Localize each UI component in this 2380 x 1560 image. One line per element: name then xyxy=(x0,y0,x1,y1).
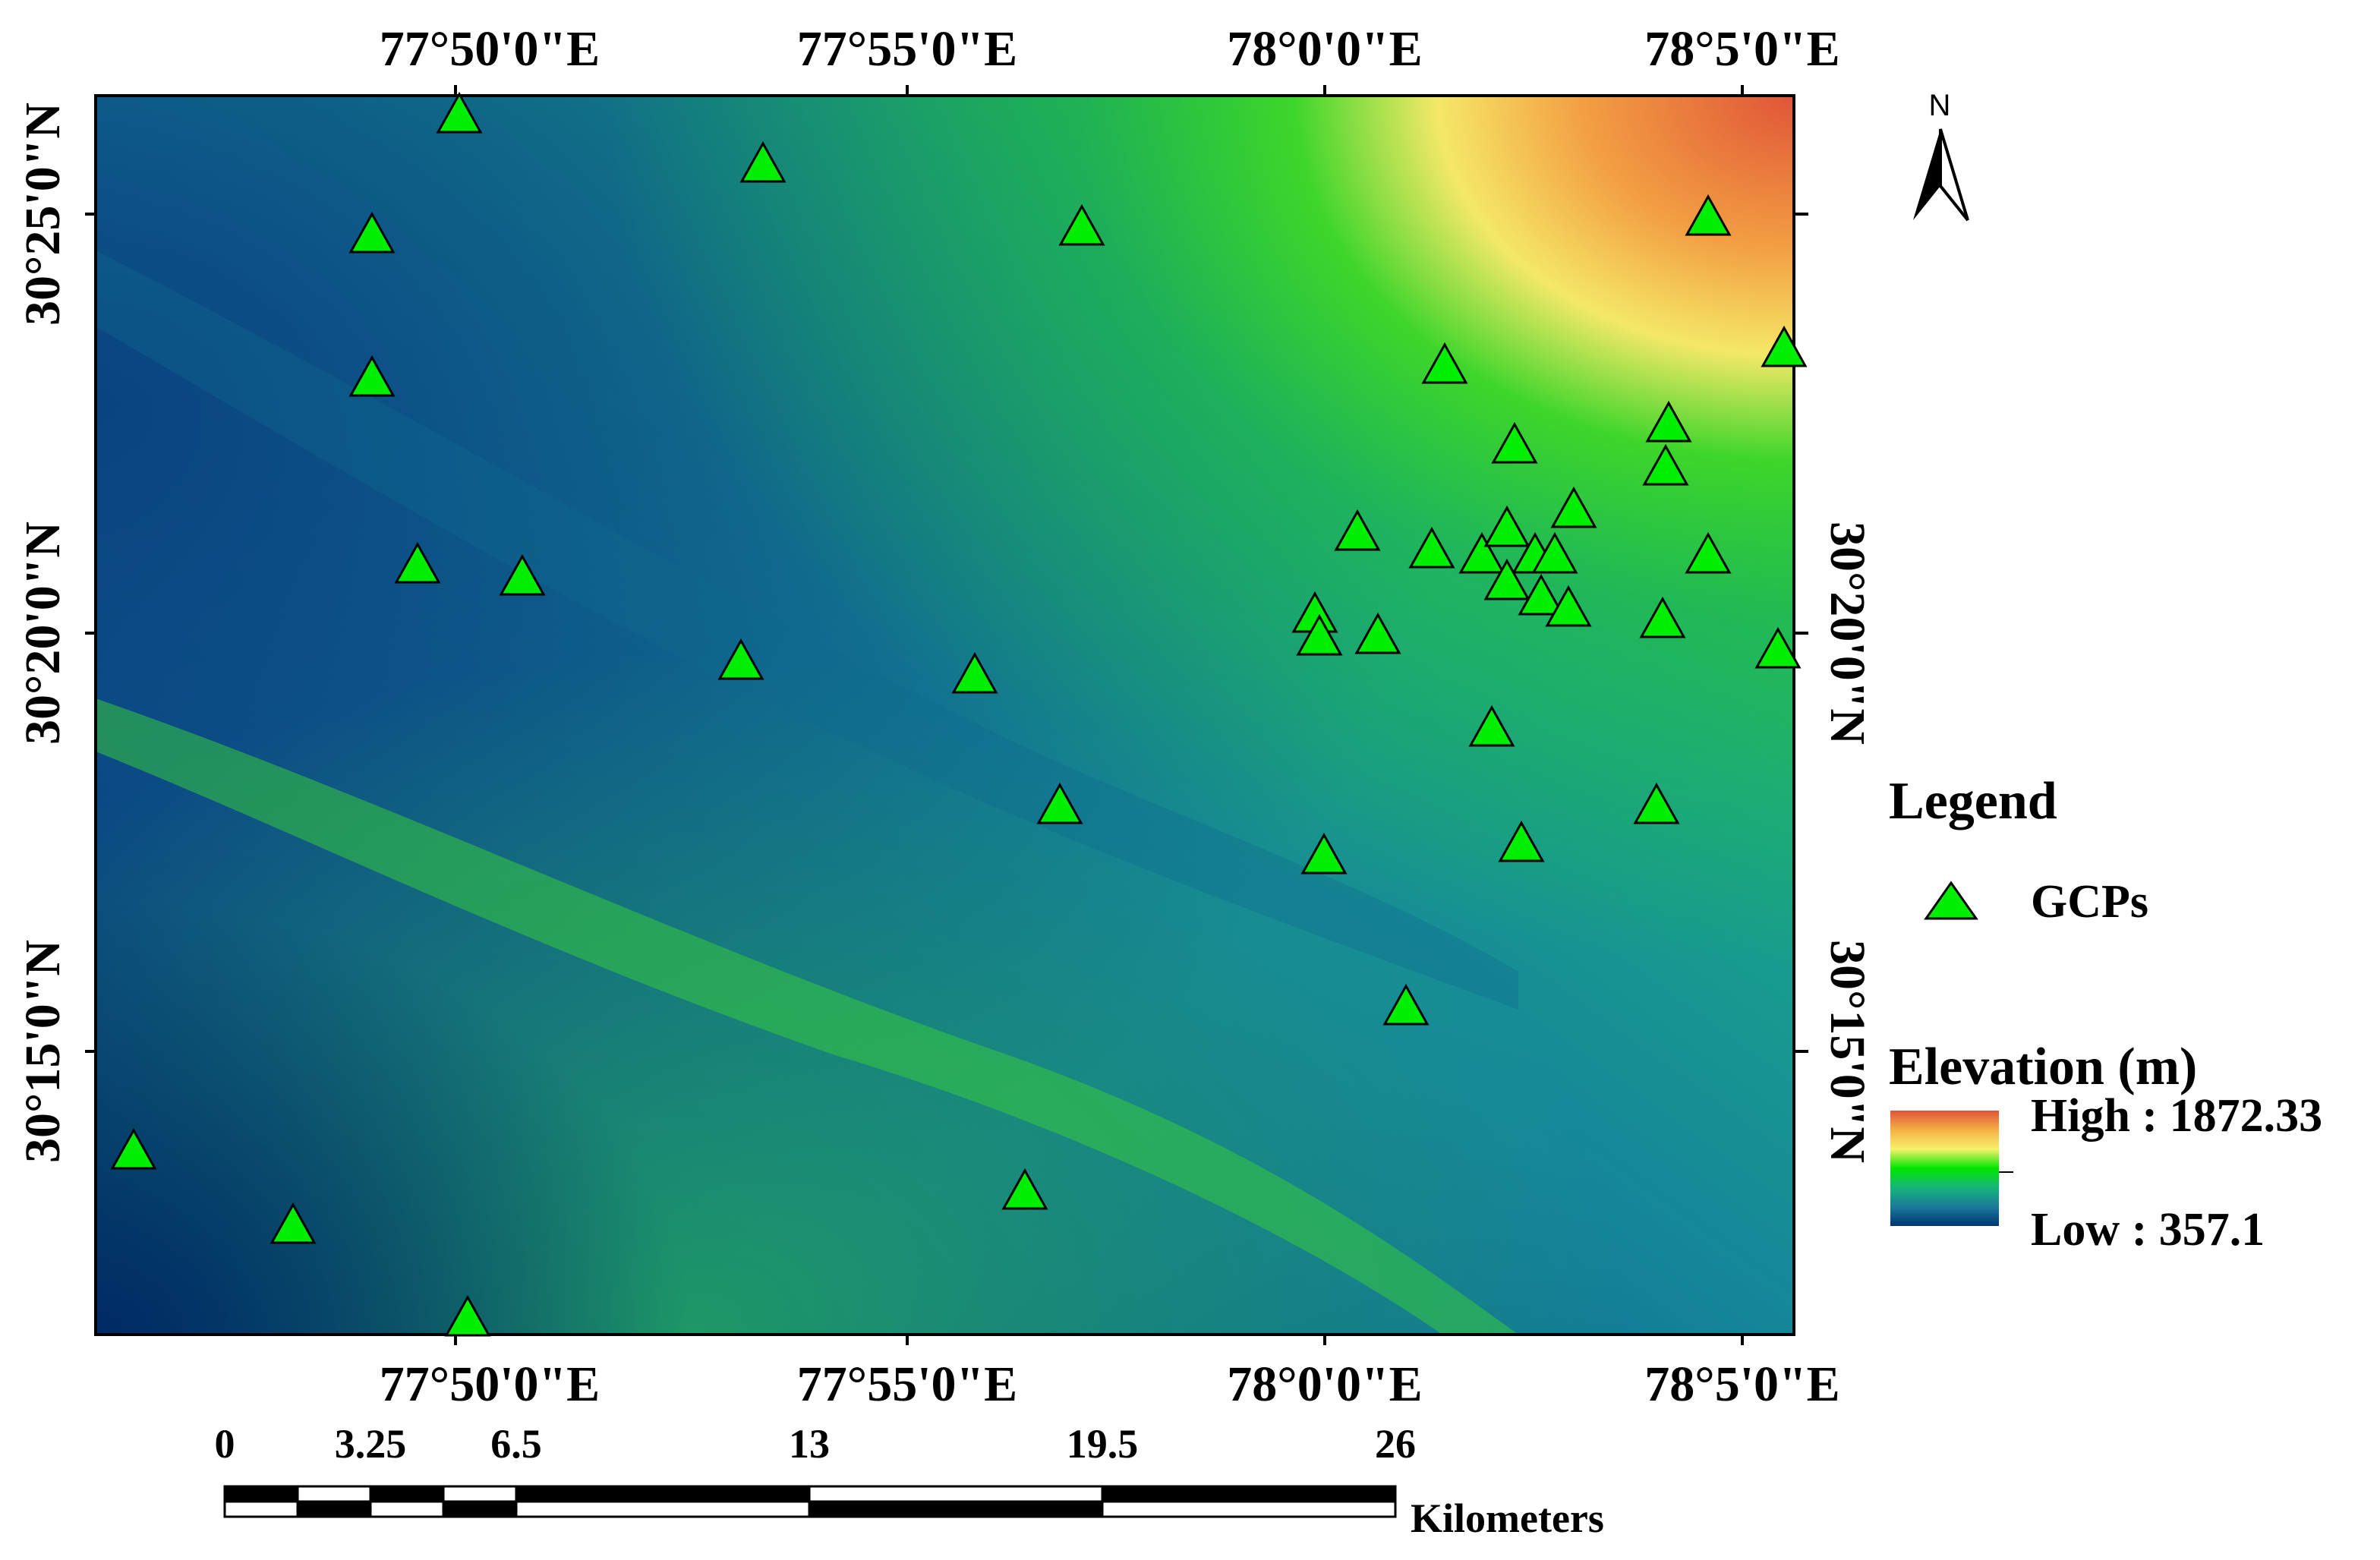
scale-label-4: 19.5 xyxy=(1067,1421,1139,1467)
north-arrow: N xyxy=(1913,89,1969,222)
scale-label-5: 26 xyxy=(1375,1421,1416,1467)
longitude-labels-bottom: 77°50'0"E 77°55'0"E 78°0'0"E 78°5'0"E xyxy=(380,1357,1840,1412)
north-arrow-icon xyxy=(1913,129,1940,220)
gcp-marker xyxy=(1518,573,1565,616)
gcp-marker xyxy=(1382,983,1430,1026)
gcp-marker xyxy=(1001,1168,1048,1210)
gcp-marker xyxy=(1483,505,1530,547)
gcp-marker xyxy=(1685,194,1732,236)
scale-units: Kilometers xyxy=(1411,1495,1604,1541)
scale-label-1: 3.25 xyxy=(335,1421,407,1467)
elevation-low-label: Low : 357.1 xyxy=(2031,1204,2265,1256)
latitude-labels-right: 30°20'0"N 30°15'0"N xyxy=(1820,522,1875,1163)
gcp-marker xyxy=(394,541,441,584)
scale-label-2: 6.5 xyxy=(490,1421,542,1467)
longitude-labels-top: 77°50'0"E 77°55'0"E 78°0'0"E 78°5'0"E xyxy=(380,21,1840,77)
elevation-raster xyxy=(96,96,1794,1335)
gcp-marker xyxy=(1058,203,1105,246)
gcp-marker xyxy=(1545,585,1592,627)
gcp-marker xyxy=(717,638,764,680)
legend-title: Legend xyxy=(1889,772,2057,830)
lat-label-right-2: 30°15'0"N xyxy=(1820,940,1875,1163)
gcp-marker xyxy=(1550,486,1597,528)
gcp-marker xyxy=(1498,820,1545,862)
gcp-marker xyxy=(1300,832,1348,875)
gcp-marker xyxy=(110,1127,157,1170)
gcp-marker xyxy=(1296,613,1343,656)
gcp-marker xyxy=(1531,531,1578,574)
lon-label-bottom-2: 77°55'0"E xyxy=(797,1357,1017,1412)
gcp-marker xyxy=(444,1294,491,1337)
lat-label-right-1: 30°20'0"N xyxy=(1820,522,1875,745)
gcp-marker xyxy=(1633,782,1680,824)
gcp-marker xyxy=(1491,421,1538,464)
lat-label-left-2: 30°20'0"N xyxy=(15,522,71,745)
gcp-marker xyxy=(1754,626,1802,669)
lon-label-bottom-4: 78°5'0"E xyxy=(1644,1357,1839,1412)
scale-bar-segments xyxy=(223,1485,1397,1518)
gcp-marker xyxy=(499,553,546,596)
gcp-marker xyxy=(1685,531,1732,574)
lon-label-bottom-3: 78°0'0"E xyxy=(1227,1357,1422,1412)
gcp-marker xyxy=(1036,782,1083,824)
scale-bar: 0 3.25 6.5 13 19.5 26 Kilometers xyxy=(215,1421,1604,1541)
gcp-marker xyxy=(270,1202,317,1244)
lon-label-top-4: 78°5'0"E xyxy=(1644,21,1839,77)
lon-label-top-1: 77°50'0"E xyxy=(380,21,600,77)
north-arrow-label: N xyxy=(1929,89,1951,122)
lat-label-left-3: 30°15'0"N xyxy=(15,940,71,1163)
gcp-marker xyxy=(1483,558,1530,600)
gcp-marker xyxy=(348,355,396,397)
gcp-marker xyxy=(436,91,483,134)
gcp-marker xyxy=(1408,526,1455,569)
gcp-marker xyxy=(1761,325,1808,367)
gcp-marker xyxy=(1645,400,1692,443)
gcp-marker xyxy=(1639,596,1686,638)
lon-label-top-3: 78°0'0"E xyxy=(1227,21,1422,77)
gcp-marker xyxy=(1458,531,1505,574)
elevation-color-ramp xyxy=(1890,1111,1999,1226)
gcp-marker xyxy=(1334,509,1381,551)
scale-label-0: 0 xyxy=(215,1421,235,1467)
lat-label-left-1: 30°25'0"N xyxy=(15,102,71,326)
gcp-marker xyxy=(951,651,998,694)
elevation-title: Elevation (m) xyxy=(1889,1038,2197,1096)
gcp-legend-triangle-icon xyxy=(1924,881,1978,920)
scale-label-3: 13 xyxy=(789,1421,830,1467)
gcp-marker xyxy=(1354,612,1401,654)
lon-label-bottom-1: 77°50'0"E xyxy=(380,1357,600,1412)
gcp-marker xyxy=(348,211,396,254)
latitude-labels-left: 30°25'0"N 30°20'0"N 30°15'0"N xyxy=(15,102,71,1163)
map-frame xyxy=(94,94,1795,1336)
gcp-marker xyxy=(739,140,787,183)
gcp-marker xyxy=(1642,443,1689,486)
elevation-high-label: High : 1872.33 xyxy=(2031,1090,2322,1142)
legend: Legend GCPs Elevation (m) High : 1872.33… xyxy=(1889,772,2322,1256)
gcp-marker xyxy=(1421,342,1468,384)
lon-label-top-2: 77°55'0"E xyxy=(797,21,1017,77)
legend-gcp-label: GCPs xyxy=(2031,876,2148,928)
gcp-markers xyxy=(110,91,1808,1337)
gcp-marker xyxy=(1468,704,1515,747)
